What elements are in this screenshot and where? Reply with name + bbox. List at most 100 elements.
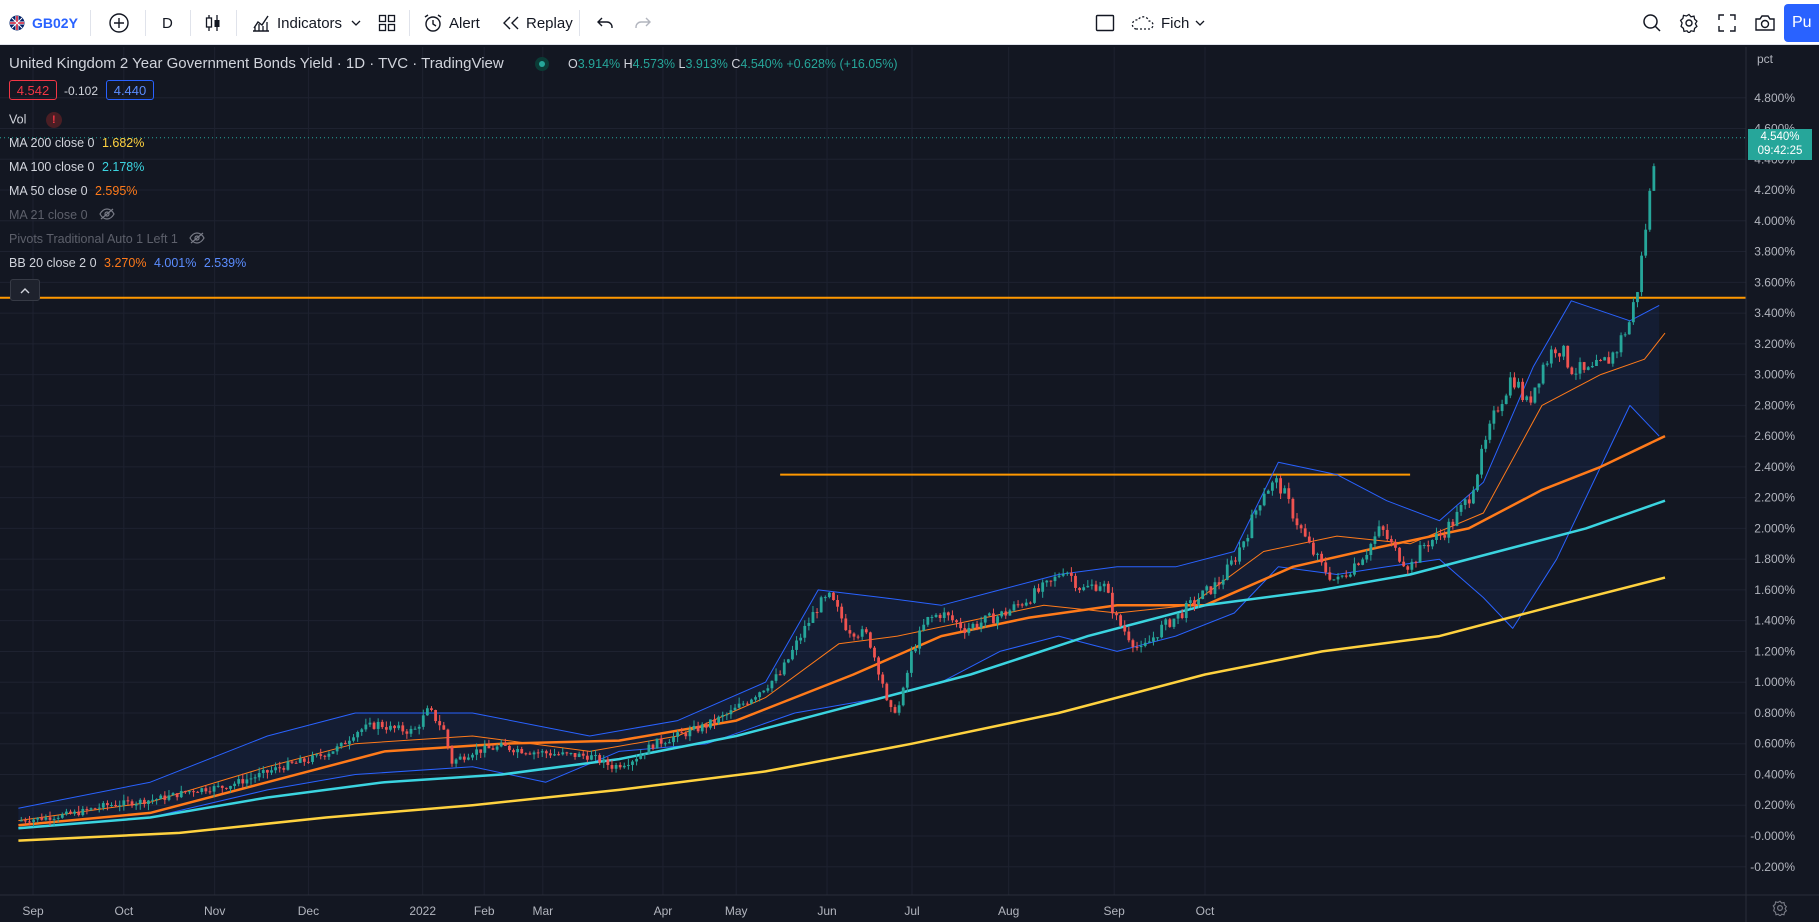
- candle-body: [934, 614, 938, 617]
- redo-button[interactable]: [634, 0, 652, 46]
- candle-body: [1254, 510, 1258, 515]
- candle-body: [1361, 559, 1365, 565]
- candle-body: [745, 703, 749, 705]
- candle-body: [819, 597, 823, 613]
- indicators-button[interactable]: Indicators: [251, 0, 342, 46]
- candle-body: [1221, 579, 1225, 585]
- ma50-legend[interactable]: MA 50 close 0 2.595%: [9, 184, 137, 198]
- candle-body: [339, 742, 343, 747]
- chart-pane[interactable]: 4.800%4.600%4.400%4.200%4.000%3.800%3.60…: [0, 46, 1819, 922]
- publish-button[interactable]: Pu: [1784, 4, 1819, 42]
- candle-body: [1418, 545, 1422, 563]
- buy-price-button[interactable]: 4.440: [106, 80, 154, 100]
- candle-body: [1336, 576, 1340, 580]
- candle-body: [741, 703, 745, 705]
- candle-body: [1377, 526, 1381, 537]
- candle-body: [1008, 610, 1012, 616]
- indicators-dropdown[interactable]: [351, 0, 361, 46]
- candle-body: [220, 785, 224, 788]
- candle-body: [540, 751, 544, 753]
- candle-body: [614, 765, 618, 769]
- symbol-search-button[interactable]: GB02Y: [9, 0, 78, 46]
- pivots-legend[interactable]: Pivots Traditional Auto 1 Left 1: [9, 232, 206, 247]
- chart-type-button[interactable]: [203, 0, 223, 46]
- search-button[interactable]: [1642, 0, 1662, 46]
- candle-body: [1316, 553, 1319, 555]
- candle-body: [1127, 631, 1131, 641]
- price-chart[interactable]: 4.800%4.600%4.400%4.200%4.000%3.800%3.60…: [0, 46, 1819, 922]
- settings-button[interactable]: [1679, 0, 1699, 46]
- bb-legend[interactable]: BB 20 close 2 0 3.270% 4.001% 2.539%: [9, 256, 246, 270]
- candle-body: [1480, 448, 1483, 475]
- candle-body: [918, 630, 922, 649]
- x-tick-label: Sep: [22, 904, 44, 918]
- replay-button[interactable]: Replay: [502, 0, 573, 46]
- candle-body: [528, 753, 532, 755]
- ma100-legend[interactable]: MA 100 close 0 2.178%: [9, 160, 144, 174]
- fullscreen-mode-button[interactable]: [1095, 0, 1115, 46]
- candle-body: [60, 814, 64, 818]
- candle-body: [585, 755, 589, 760]
- candle-body: [319, 754, 323, 756]
- volume-legend[interactable]: Vol !: [9, 112, 62, 128]
- collapse-legend-button[interactable]: [10, 279, 40, 301]
- candle-body: [1266, 490, 1270, 494]
- candle-body: [286, 761, 290, 770]
- axis-settings-button[interactable]: [1772, 900, 1788, 921]
- ma21-legend[interactable]: MA 21 close 0: [9, 208, 115, 223]
- candle-body: [1476, 474, 1479, 491]
- undo-button[interactable]: [596, 0, 614, 46]
- candle-body: [389, 725, 392, 730]
- high-key: H: [623, 57, 633, 71]
- layout-button[interactable]: Fich: [1129, 0, 1205, 46]
- interval-button[interactable]: D: [162, 0, 173, 46]
- candle-body: [569, 752, 573, 754]
- candle-body: [1504, 395, 1508, 405]
- candle-body: [1398, 547, 1401, 562]
- candle-body: [992, 613, 995, 624]
- candle-body: [938, 614, 942, 618]
- candle-body: [1652, 166, 1656, 191]
- compare-plus-button[interactable]: [108, 0, 130, 46]
- candle-body: [110, 805, 113, 807]
- candle-body: [503, 743, 507, 746]
- candle-body: [56, 817, 60, 819]
- candle-body: [233, 783, 236, 786]
- fullscreen-button[interactable]: [1718, 0, 1736, 46]
- candle-body: [278, 767, 282, 769]
- templates-button[interactable]: [378, 0, 396, 46]
- candle-body: [762, 690, 766, 693]
- candle-body: [1119, 615, 1123, 626]
- candle-body: [1471, 490, 1475, 504]
- candle-body: [430, 708, 433, 710]
- grid-icon: [378, 14, 396, 32]
- alert-button[interactable]: Alert: [423, 0, 480, 46]
- candle-body: [864, 629, 868, 633]
- candle-body: [487, 745, 491, 749]
- alarm-clock-icon: [424, 14, 442, 32]
- eye-hidden-icon[interactable]: [189, 232, 206, 247]
- candle-body: [910, 651, 913, 673]
- gear-icon: [1772, 900, 1788, 917]
- candle-body: [249, 778, 253, 780]
- candle-body: [774, 674, 778, 681]
- eye-hidden-icon[interactable]: [99, 208, 115, 223]
- open-value: 3.914%: [577, 57, 621, 71]
- candle-body: [561, 752, 565, 755]
- candle-body: [77, 811, 81, 816]
- candle-body: [1246, 538, 1250, 542]
- candle-body: [1098, 586, 1102, 591]
- candle-body: [204, 788, 208, 792]
- candle-body: [1636, 292, 1639, 303]
- candle-body: [1488, 423, 1492, 440]
- candle-body: [1357, 563, 1360, 565]
- snapshot-button[interactable]: [1754, 0, 1776, 46]
- candle-body: [836, 600, 839, 607]
- candle-body: [1188, 600, 1192, 603]
- close-key: C: [731, 57, 741, 71]
- ma200-legend[interactable]: MA 200 close 0 1.682%: [9, 136, 144, 150]
- candle-body: [118, 805, 122, 807]
- candle-body: [1135, 646, 1139, 648]
- candle-body: [425, 708, 429, 716]
- sell-price-button[interactable]: 4.542: [9, 80, 57, 100]
